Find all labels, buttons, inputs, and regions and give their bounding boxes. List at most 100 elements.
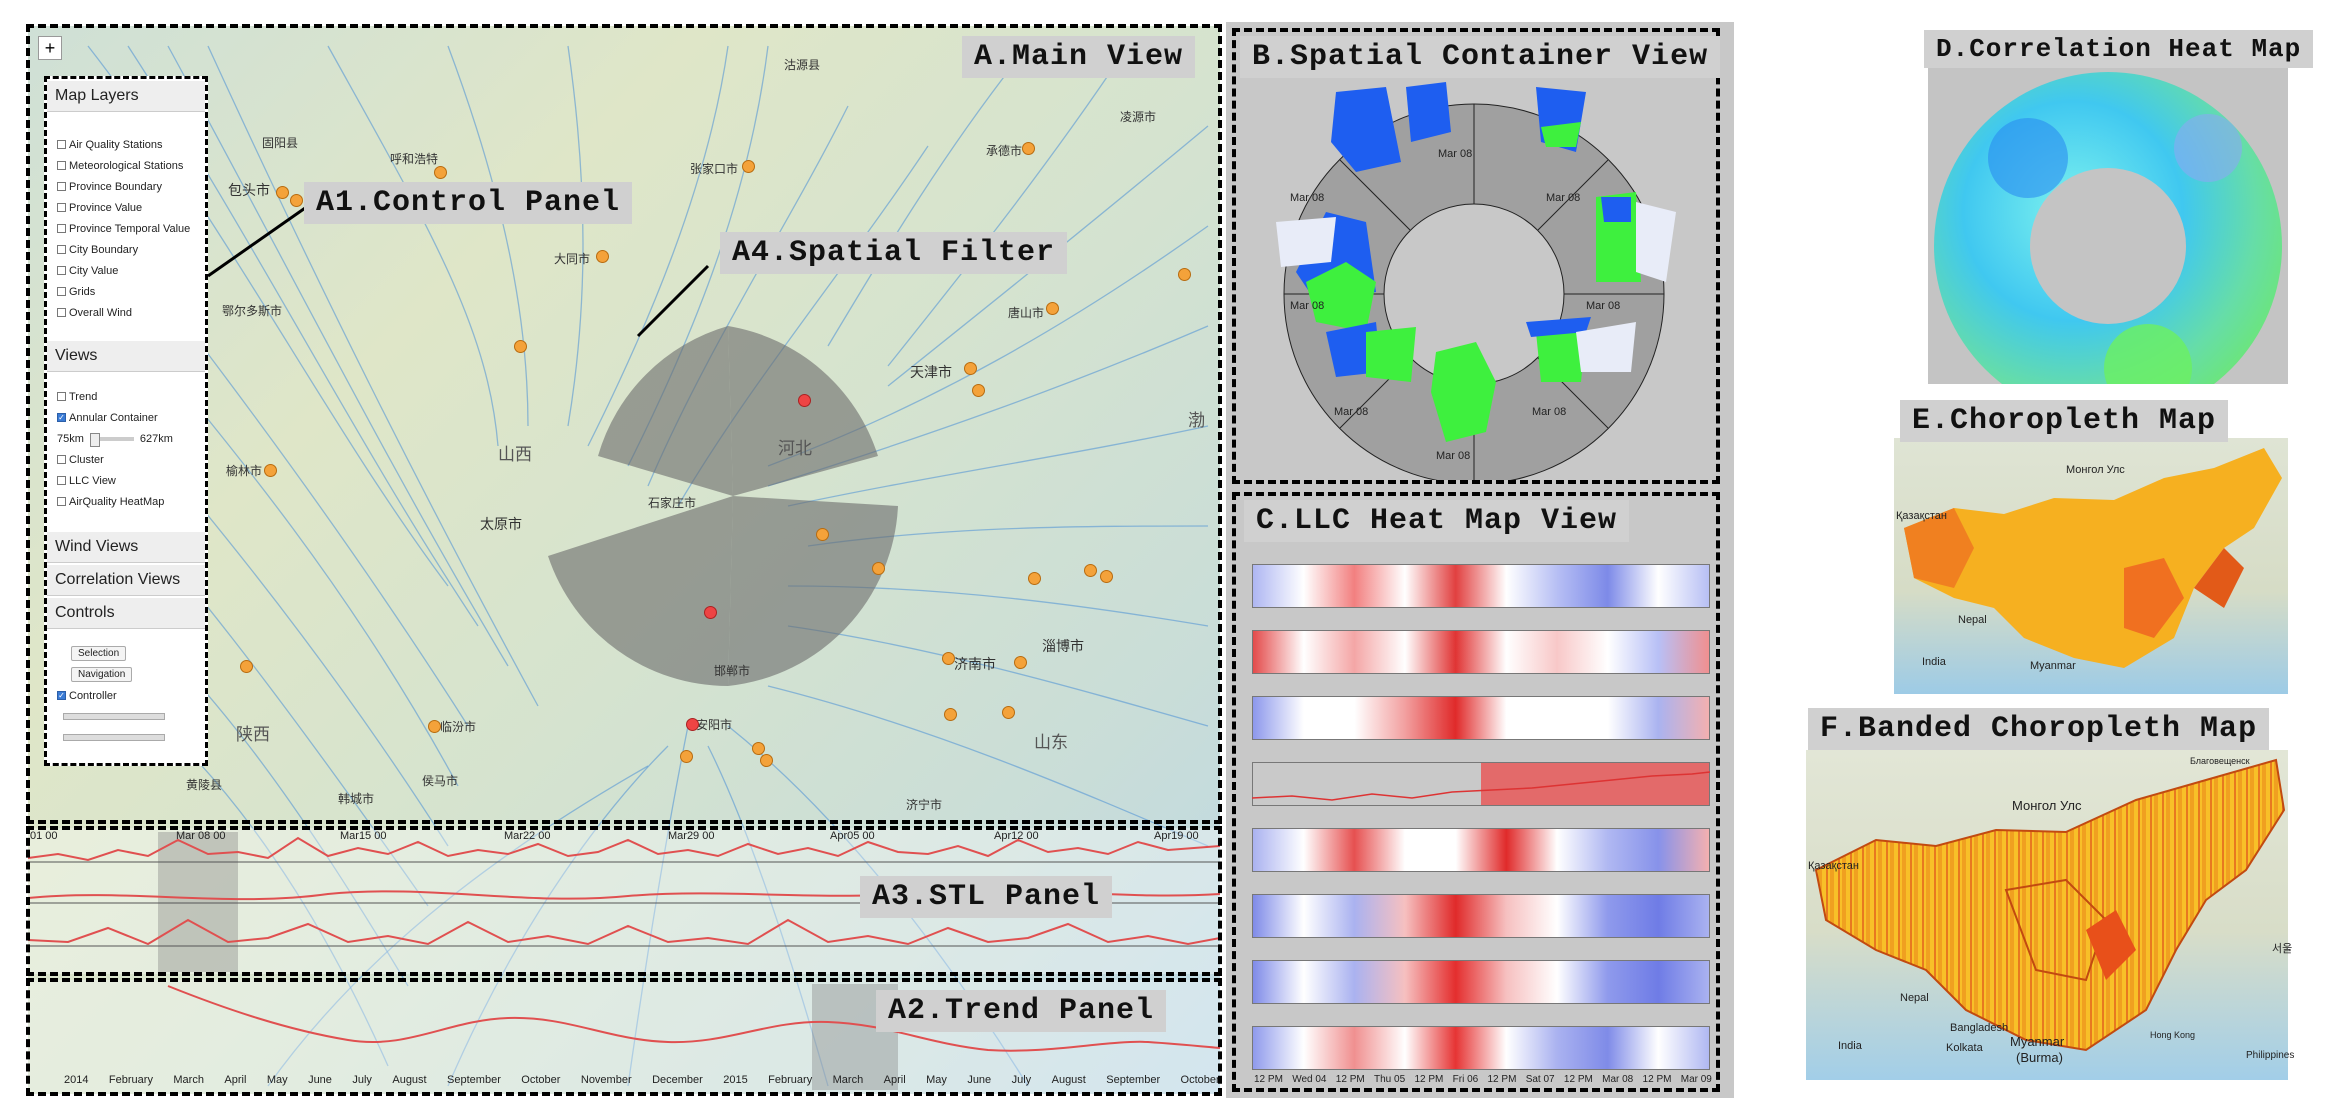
correlation-views-header[interactable]: Correlation Views [47, 565, 205, 596]
station-dot[interactable] [1014, 656, 1027, 669]
view-llc[interactable]: LLC View [47, 470, 205, 491]
annular-chart[interactable] [1236, 32, 1716, 480]
llc-strip[interactable] [1252, 564, 1710, 608]
choro-label: Қазақстан [1896, 510, 1947, 522]
station-dot[interactable] [428, 720, 441, 733]
station-dot[interactable] [704, 606, 717, 619]
stl-tick: Mar29 00 [668, 830, 715, 842]
map-layers-header[interactable]: Map Layers [47, 81, 205, 112]
controller-toggle[interactable]: ✓ Controller [57, 689, 117, 702]
station-dot[interactable] [1178, 268, 1191, 281]
station-dot[interactable] [680, 750, 693, 763]
view-annular-container[interactable]: ✓ Annular Container [57, 411, 158, 424]
spatial-tick: Mar 08 [1290, 192, 1325, 204]
layer-overall-wind[interactable]: Overall Wind [47, 302, 205, 323]
llc-strip[interactable] [1252, 828, 1710, 872]
checkbox[interactable] [57, 497, 66, 506]
view-trend[interactable]: Trend [47, 386, 205, 407]
controller-slider[interactable] [63, 713, 165, 720]
llc-strip[interactable] [1252, 630, 1710, 674]
llc-strip[interactable] [1252, 1026, 1710, 1070]
checkbox[interactable] [57, 182, 66, 191]
station-dot[interactable] [964, 362, 977, 375]
stl-panel-title: A3.STL Panel [860, 876, 1113, 918]
station-dot[interactable] [596, 250, 609, 263]
checkbox[interactable] [57, 224, 66, 233]
station-dot[interactable] [944, 708, 957, 721]
station-dot[interactable] [1028, 572, 1041, 585]
checkbox[interactable] [57, 161, 66, 170]
llc-tick: Fri 06 [1452, 1074, 1479, 1085]
layer-province-value[interactable]: Province Value [47, 197, 205, 218]
station-dot[interactable] [742, 160, 755, 173]
station-dot[interactable] [1022, 142, 1035, 155]
station-dot[interactable] [798, 394, 811, 407]
station-dot[interactable] [1002, 706, 1015, 719]
checkbox[interactable] [57, 266, 66, 275]
controller-slider[interactable] [63, 734, 165, 741]
layer-meteorological-stations[interactable]: Meteorological Stations [47, 155, 205, 176]
banded-label: Қазақстан [1808, 860, 1859, 872]
station-dot[interactable] [760, 754, 773, 767]
layer-grids[interactable]: Grids [47, 281, 205, 302]
selection-button[interactable]: Selection [71, 646, 127, 661]
station-dot[interactable] [240, 660, 253, 673]
layer-province-boundary[interactable]: Province Boundary [47, 176, 205, 197]
city-label: 唐山市 [1008, 306, 1045, 320]
llc-strip[interactable] [1252, 960, 1710, 1004]
station-dot[interactable] [264, 464, 277, 477]
slider-handle[interactable] [89, 432, 100, 447]
station-dot[interactable] [816, 528, 829, 541]
checkbox[interactable] [57, 392, 66, 401]
trend-tick: 2015 [723, 1074, 748, 1086]
checkbox[interactable] [57, 287, 66, 296]
checkbox[interactable] [57, 245, 66, 254]
layer-air-quality-stations[interactable]: Air Quality Stations [47, 134, 205, 155]
views-header[interactable]: Views [47, 341, 205, 372]
station-dot[interactable] [942, 652, 955, 665]
checkbox[interactable] [57, 140, 66, 149]
llc-strip[interactable] [1252, 894, 1710, 938]
wind-views-header[interactable]: Wind Views [47, 532, 205, 563]
spatial-tick: Mar 08 [1546, 192, 1581, 204]
station-dot[interactable] [752, 742, 765, 755]
slider-track[interactable] [89, 432, 134, 447]
spatial-tick: Mar 08 [1532, 406, 1567, 418]
stl-tick: Apr12 00 [994, 830, 1039, 842]
banded-choropleth-title: F.Banded Choropleth Map [1808, 708, 2270, 750]
spatial-container-title: B.Spatial Container View [1240, 36, 1721, 78]
layer-province-temporal-value[interactable]: Province Temporal Value [47, 218, 205, 239]
station-dot[interactable] [872, 562, 885, 575]
main-view-frame [26, 24, 1222, 824]
station-dot[interactable] [514, 340, 527, 353]
layer-city-boundary[interactable]: City Boundary [47, 239, 205, 260]
station-dot[interactable] [290, 194, 303, 207]
controls-header[interactable]: Controls [47, 598, 205, 629]
llc-tick: 12 PM [1487, 1074, 1517, 1085]
spatial-filter[interactable] [28, 26, 1220, 1094]
zoom-in-button[interactable]: + [38, 36, 62, 60]
checkbox[interactable] [57, 203, 66, 212]
navigation-button[interactable]: Navigation [71, 667, 133, 682]
view-cluster[interactable]: Cluster [47, 449, 205, 470]
checkbox[interactable] [57, 308, 66, 317]
banded-label: Kolkata [1946, 1042, 1983, 1054]
station-dot[interactable] [434, 166, 447, 179]
station-dot[interactable] [1046, 302, 1059, 315]
llc-strip[interactable] [1252, 762, 1710, 806]
range-slider[interactable]: 75km 627km [57, 432, 173, 447]
llc-strip[interactable] [1252, 696, 1710, 740]
stl-highlight[interactable] [158, 832, 238, 972]
station-dot[interactable] [276, 186, 289, 199]
station-dot[interactable] [1100, 570, 1113, 583]
choro-label: Myanmar [2030, 660, 2076, 672]
station-dot[interactable] [972, 384, 985, 397]
checkbox-checked[interactable]: ✓ [57, 691, 66, 700]
checkbox-checked[interactable]: ✓ [57, 413, 66, 422]
checkbox[interactable] [57, 455, 66, 464]
layer-city-value[interactable]: City Value [47, 260, 205, 281]
station-dot[interactable] [1084, 564, 1097, 577]
checkbox[interactable] [57, 476, 66, 485]
station-dot[interactable] [686, 718, 699, 731]
view-aq-heatmap[interactable]: AirQuality HeatMap [47, 491, 205, 512]
